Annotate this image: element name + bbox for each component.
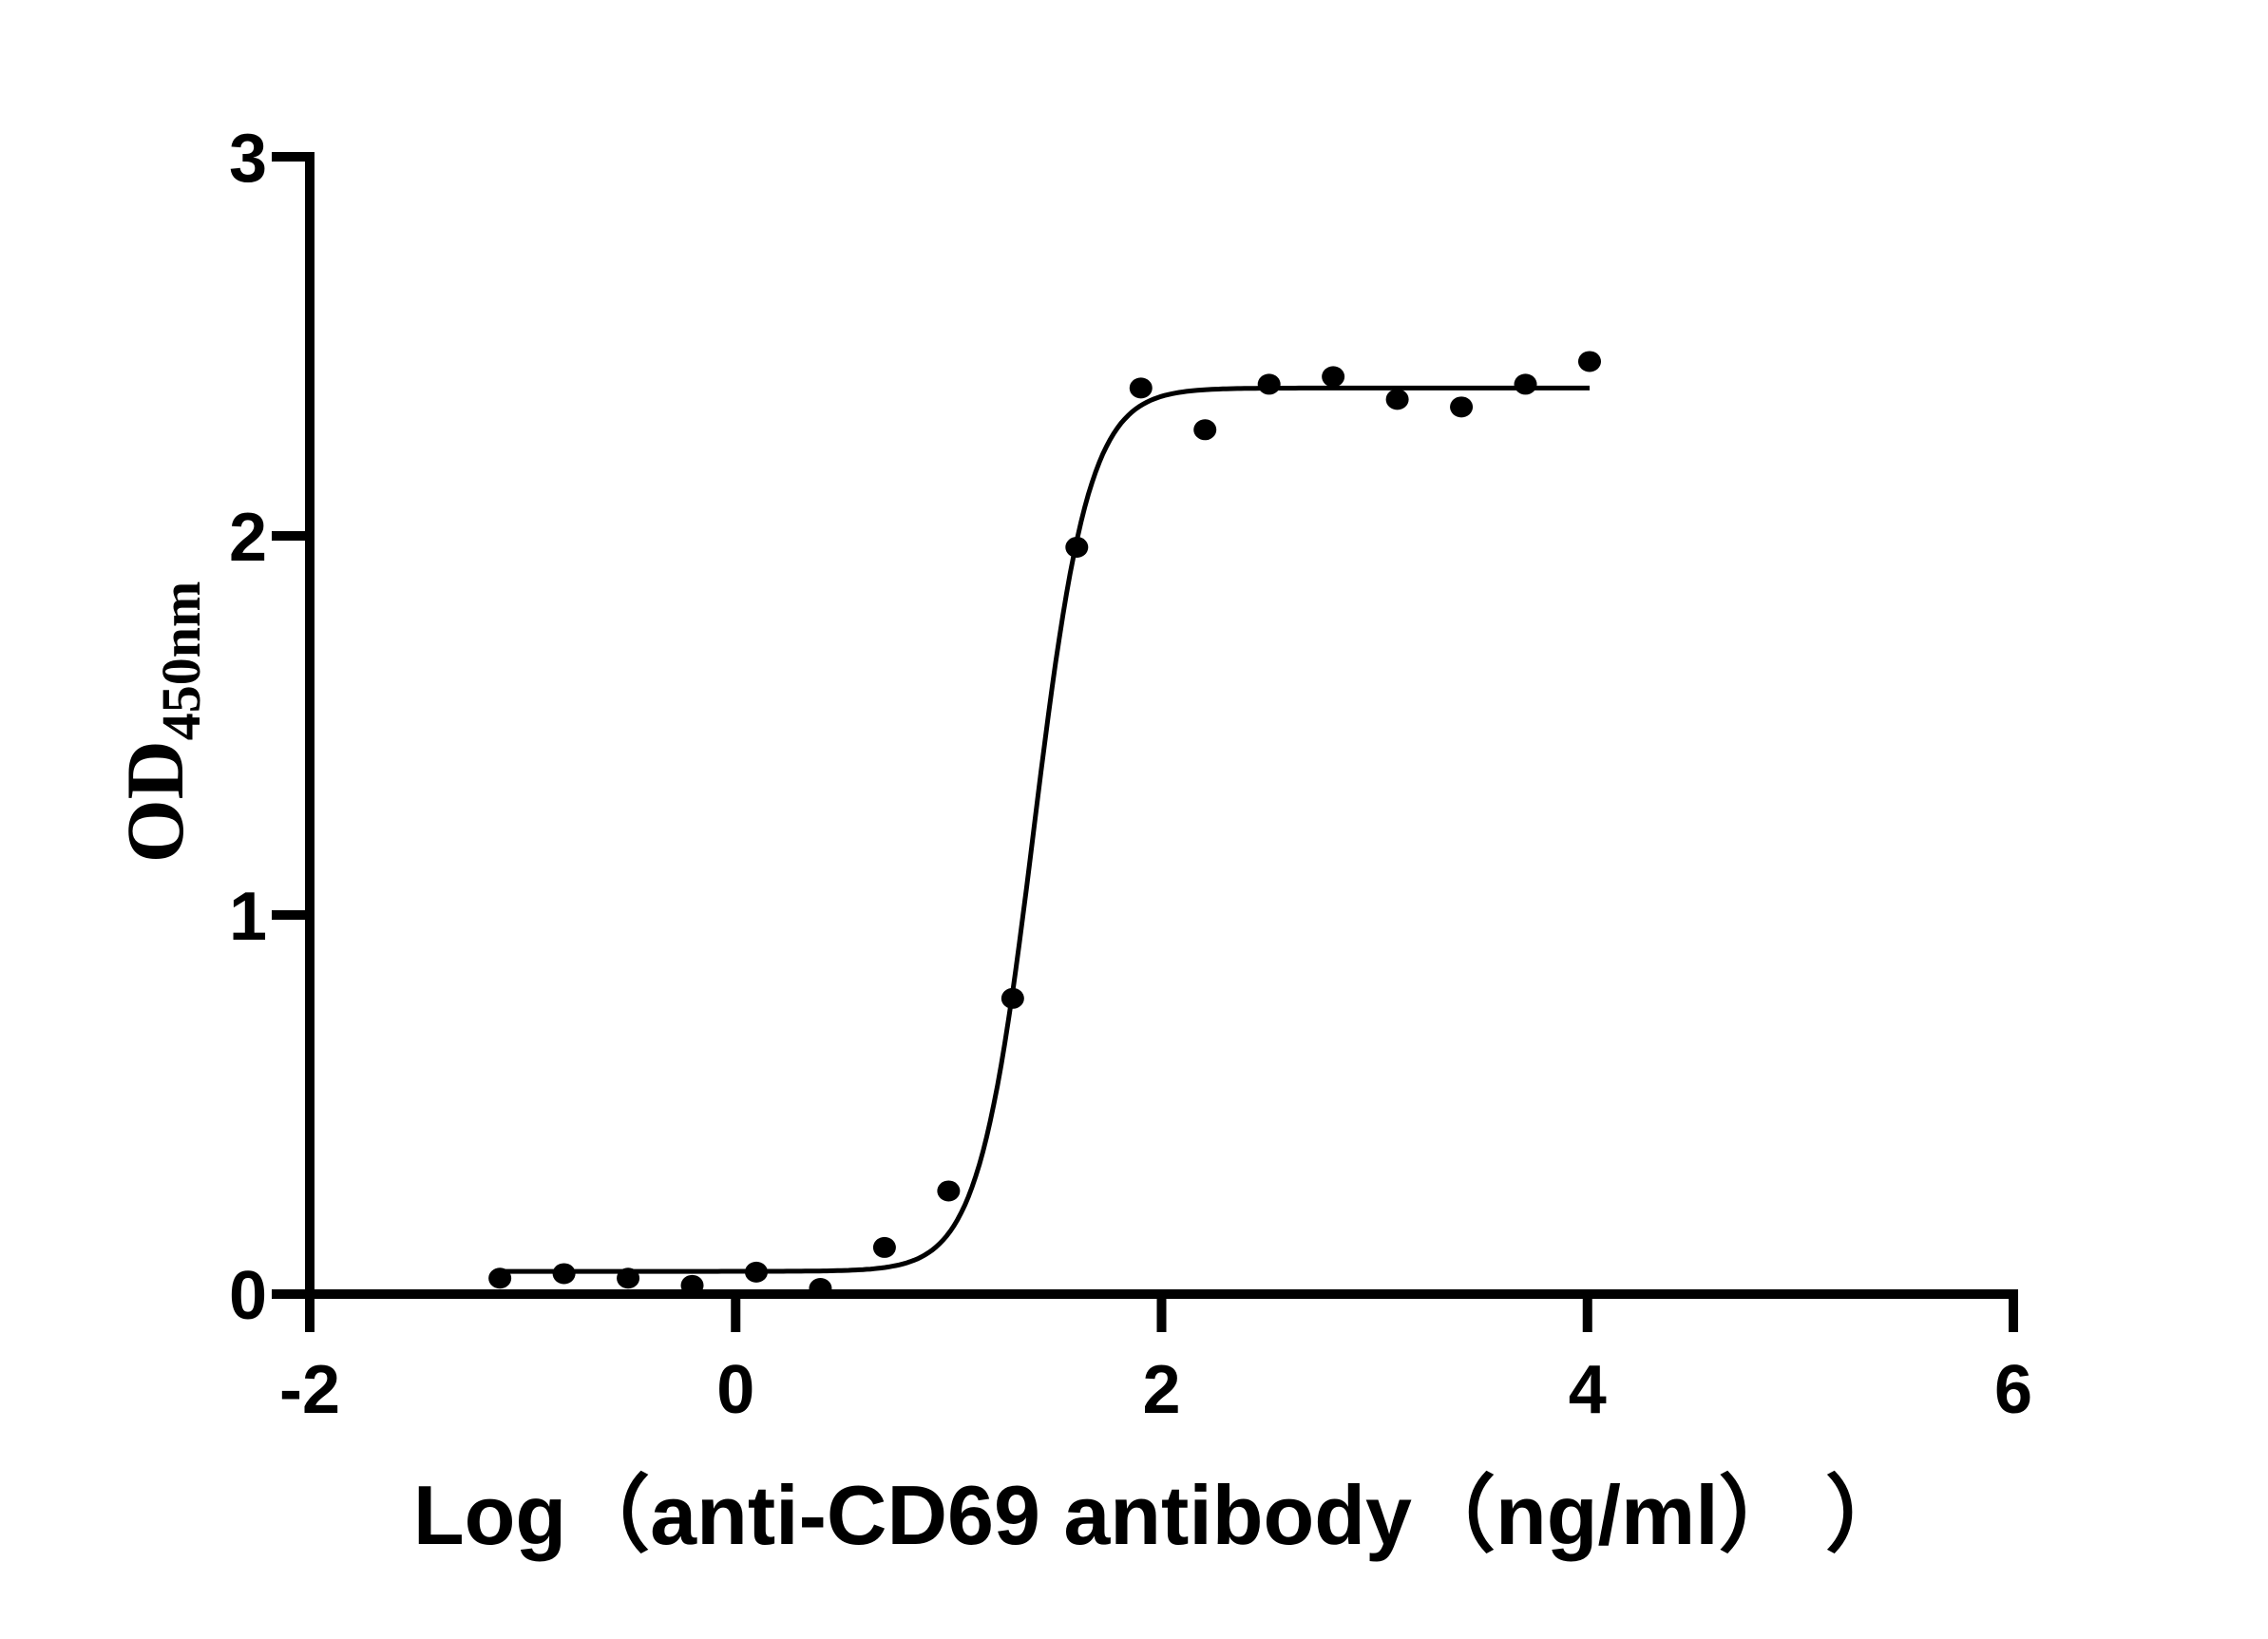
x-axis-label: Log（anti-CD69 antibody（ng/ml） ） (413, 1468, 1909, 1562)
data-point (552, 1263, 576, 1285)
data-point (1257, 373, 1281, 395)
fit-curve (500, 385, 1590, 1274)
data-point (1577, 351, 1601, 372)
data-point (1514, 373, 1537, 395)
data-point (1450, 396, 1474, 418)
y-axis-label: OD450nm (109, 581, 212, 864)
x-tick-label: 0 (716, 1352, 754, 1428)
data-point (872, 1236, 896, 1258)
data-point (488, 1267, 512, 1289)
data-point (1001, 987, 1024, 1009)
data-point (744, 1261, 768, 1283)
data-point (1322, 366, 1345, 388)
data-point (937, 1180, 961, 1202)
data-point (680, 1274, 704, 1296)
data-point (809, 1278, 832, 1300)
data-point (1193, 419, 1217, 441)
data-point (1065, 536, 1089, 558)
data-point (1385, 389, 1409, 410)
y-tick-label: 2 (229, 500, 267, 576)
y-tick-label: 0 (229, 1258, 267, 1334)
data-point (617, 1267, 640, 1289)
data-points (488, 351, 1601, 1300)
data-point (1129, 377, 1153, 399)
x-tick-label: 2 (1142, 1352, 1180, 1428)
y-axis-label-subscript: 450nm (150, 581, 212, 741)
y-axis-label-main: OD (109, 740, 200, 863)
x-tick-label: 4 (1569, 1352, 1607, 1428)
y-tick-label: 3 (229, 121, 267, 197)
x-tick-label: -2 (279, 1352, 340, 1428)
x-tick-label: 6 (1994, 1352, 2032, 1428)
y-tick-label: 1 (229, 879, 267, 955)
